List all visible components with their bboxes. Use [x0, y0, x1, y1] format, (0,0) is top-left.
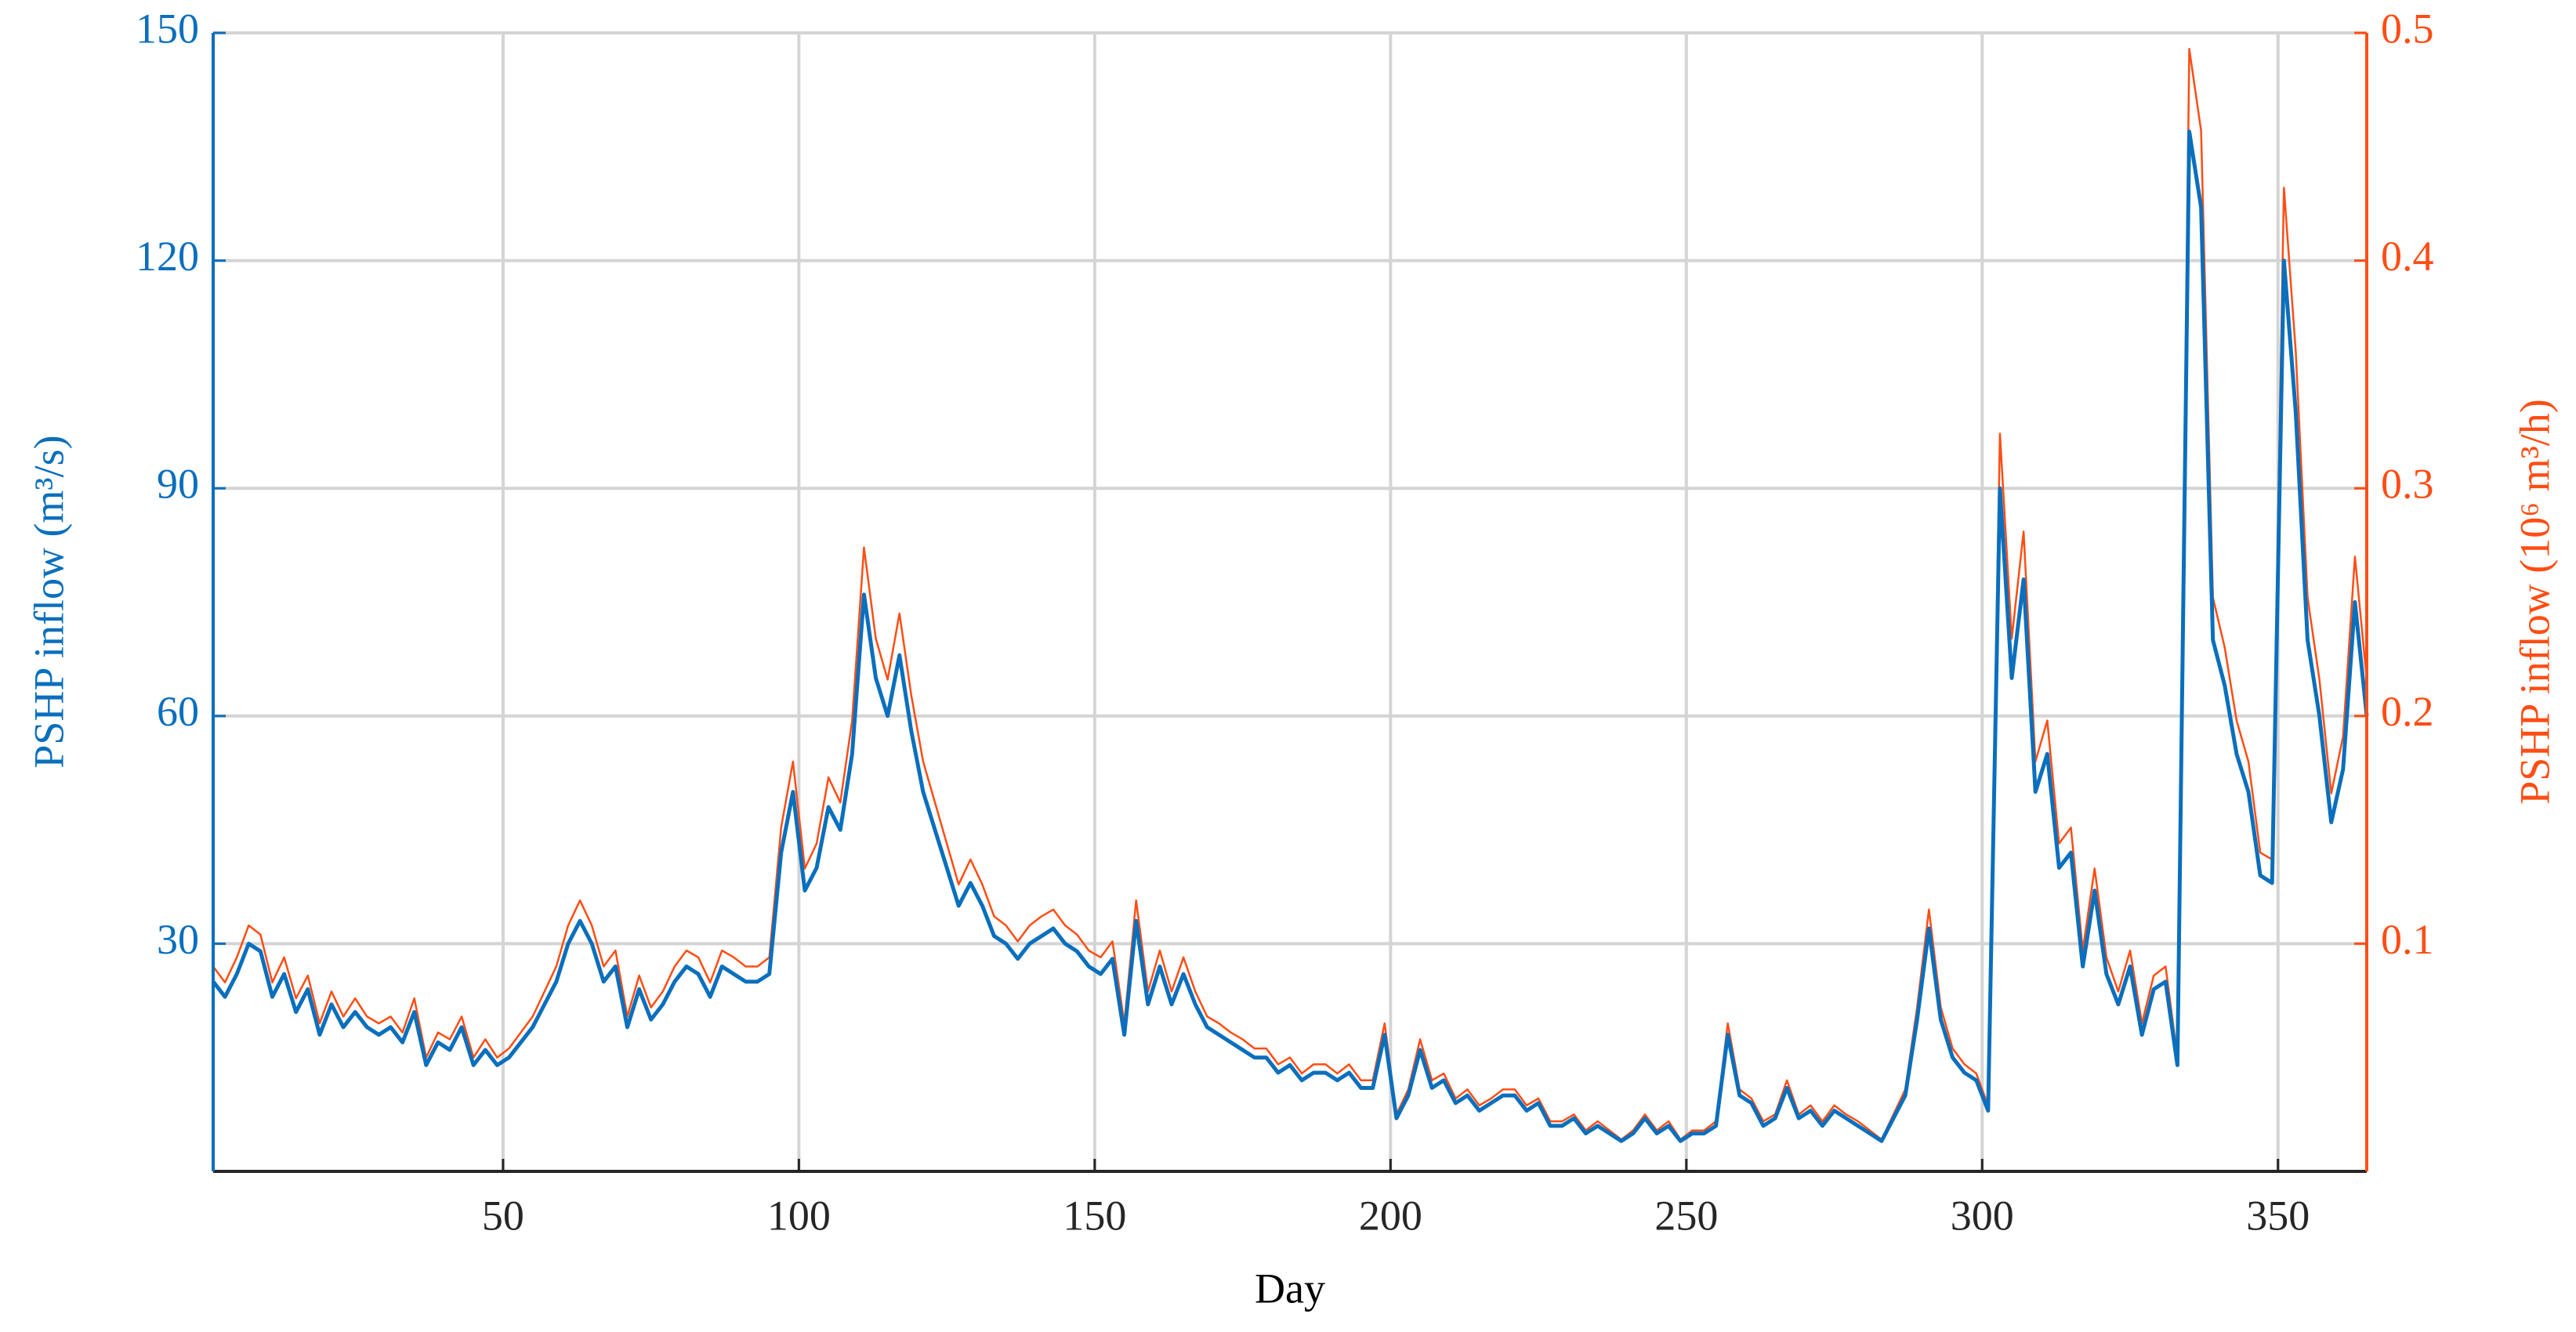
y-tick-label: 60: [157, 688, 199, 735]
y2-tick-label: 0.2: [2381, 688, 2434, 735]
data-line: [212, 129, 2369, 1143]
y-tick-label: 120: [136, 233, 199, 280]
y2-tick-label: 0.3: [2381, 461, 2434, 508]
x-tick-label: 100: [767, 1192, 831, 1239]
y2-tick-label: 0.5: [2381, 5, 2434, 52]
y-tick-label: 30: [157, 916, 199, 963]
y2-axis-label: PSHP inflow (10⁶ m³/h): [2511, 399, 2558, 805]
y-tick-label: 90: [157, 461, 199, 508]
data-line: [212, 48, 2368, 1141]
x-tick-label: 150: [1063, 1192, 1126, 1239]
y-tick-label: 150: [136, 5, 199, 52]
x-axis-label: Day: [1255, 1265, 1325, 1312]
y2-tick-label: 0.4: [2381, 233, 2434, 280]
x-tick-label: 50: [482, 1192, 524, 1239]
x-tick-label: 250: [1654, 1192, 1718, 1239]
y2-tick-label: 0.1: [2381, 916, 2434, 963]
x-tick-label: 350: [2246, 1192, 2310, 1239]
x-tick-label: 200: [1359, 1192, 1422, 1239]
x-tick-label: 300: [1951, 1192, 2014, 1239]
y-axis-label: PSHP inflow (m³/s): [25, 435, 72, 768]
